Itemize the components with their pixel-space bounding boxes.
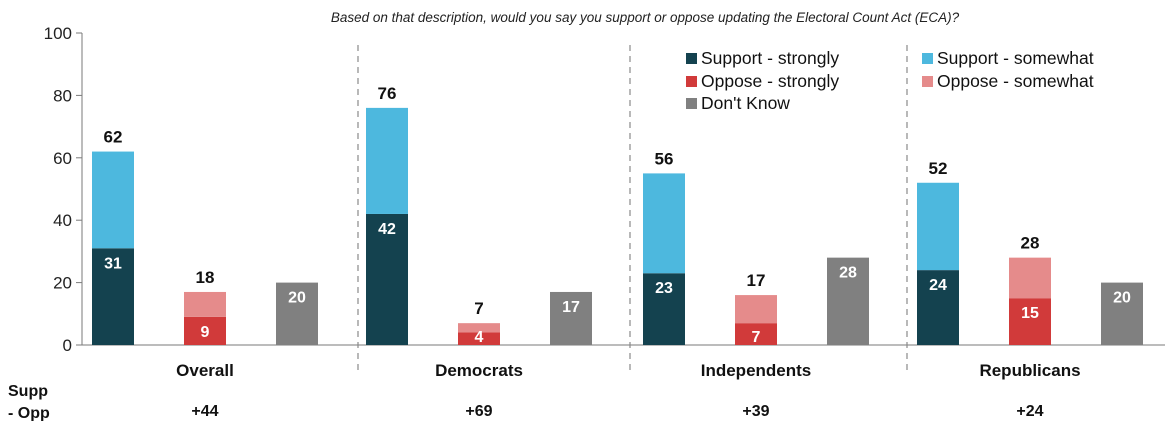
group-label: Independents [701, 361, 812, 380]
bar-oppose-strongly [184, 316, 226, 345]
bar-oppose-somewhat [458, 323, 500, 333]
y-tick-label: 0 [63, 336, 72, 355]
label-support-total: 62 [104, 128, 123, 147]
label-oppose-total: 17 [747, 271, 766, 290]
data-labels: 31 62 9 18 20 42 76 4 7 17 23 56 7 17 28 24 52 15 28 20 [104, 84, 1131, 346]
label-dont-know: 17 [562, 299, 580, 316]
bar-dont-know [550, 291, 592, 345]
chart-title: Based on that description, would you say… [331, 10, 960, 25]
bar-oppose-somewhat [184, 291, 226, 317]
legend-label: Support - somewhat [937, 48, 1094, 68]
net-value: +69 [465, 403, 492, 420]
label-support-strongly: 23 [655, 280, 673, 297]
label-dont-know: 20 [288, 290, 306, 307]
bar-support-somewhat [917, 182, 959, 271]
legend: Support - strongly Oppose - stronglyDon't… [686, 48, 1094, 113]
label-support-total: 76 [378, 84, 397, 103]
net-value: +39 [742, 403, 769, 420]
group-label: Overall [176, 361, 234, 380]
bar-support-strongly [92, 248, 134, 345]
label-support-total: 56 [655, 149, 674, 168]
y-tick-label: 20 [53, 274, 72, 293]
net-value: +44 [191, 403, 218, 420]
legend-label: Oppose - somewhat [937, 71, 1094, 91]
legend-swatch [686, 76, 697, 87]
net-value: +24 [1016, 403, 1043, 420]
bar-oppose-somewhat [735, 295, 777, 324]
bars [92, 107, 1143, 345]
label-support-strongly: 24 [929, 277, 947, 294]
label-support-strongly: 31 [104, 255, 122, 272]
bar-support-somewhat [366, 107, 408, 214]
label-support-strongly: 42 [378, 221, 396, 238]
label-support-total: 52 [929, 159, 948, 178]
group-separators [357, 45, 908, 372]
bar-dont-know [827, 257, 869, 345]
label-oppose-strongly: 7 [752, 329, 761, 346]
bar-dont-know [1101, 282, 1143, 345]
bar-oppose-strongly [1009, 298, 1051, 345]
group-label: Democrats [435, 361, 523, 380]
legend-swatch [922, 53, 933, 64]
group-labels: Overall +44 Democrats +69 Independents +39 Rep… [176, 361, 1080, 420]
legend-label: Support - strongly [701, 48, 839, 68]
bar-support-somewhat [643, 173, 685, 274]
net-row-label-line1: Supp [8, 383, 48, 400]
label-oppose-strongly: 4 [475, 329, 484, 346]
legend-swatch [686, 98, 697, 109]
y-tick-label: 80 [53, 86, 72, 105]
y-axis: 0 20 40 60 80 100 [44, 24, 1165, 355]
bar-support-strongly [917, 270, 959, 345]
bar-oppose-somewhat [1009, 257, 1051, 299]
label-oppose-total: 28 [1021, 234, 1040, 253]
label-oppose-total: 18 [196, 268, 215, 287]
net-row-label-line2: - Opp [8, 405, 50, 421]
bar-oppose-strongly [458, 332, 500, 345]
label-oppose-strongly: 9 [201, 324, 210, 341]
bar-support-somewhat [92, 151, 134, 249]
y-tick-label: 60 [53, 149, 72, 168]
bar-oppose-strongly [735, 323, 777, 345]
legend-label: Don't Know [701, 93, 790, 113]
label-oppose-strongly: 15 [1021, 305, 1039, 322]
label-dont-know: 20 [1113, 290, 1131, 307]
y-tick-label: 40 [53, 211, 72, 230]
group-label: Republicans [979, 361, 1080, 380]
label-dont-know: 28 [839, 265, 857, 282]
bar-dont-know [276, 282, 318, 345]
bar-support-strongly [643, 273, 685, 345]
label-oppose-total: 7 [474, 299, 483, 318]
legend-label: Oppose - strongly [701, 71, 839, 91]
legend-swatch [922, 76, 933, 87]
bar-support-strongly [366, 213, 408, 345]
y-tick-label: 100 [44, 24, 72, 43]
legend-swatch [686, 53, 697, 64]
